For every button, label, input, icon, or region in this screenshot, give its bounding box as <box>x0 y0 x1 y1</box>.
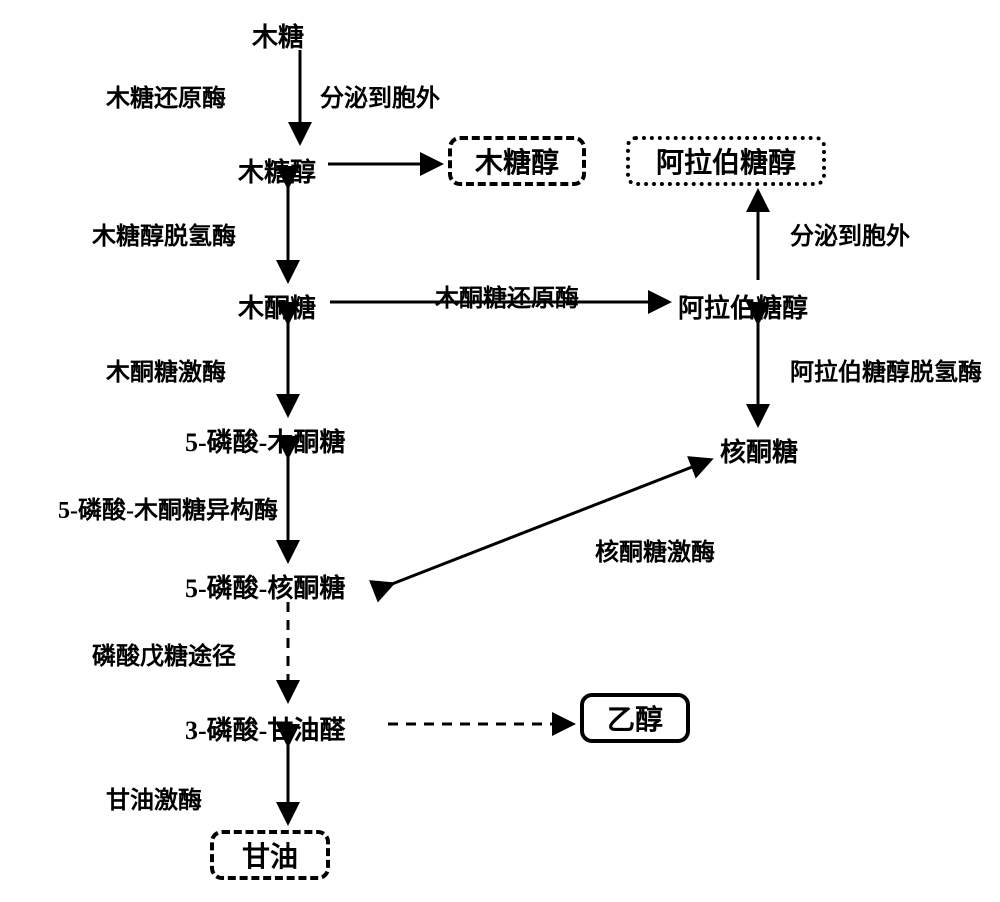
box-xylitol-ext: 木糖醇 <box>448 136 586 186</box>
node-arabitol: 阿拉伯糖醇 <box>678 288 808 325</box>
label-ppp: 磷酸戊糖途径 <box>92 636 236 671</box>
node-xylulose: 木酮糖 <box>238 288 316 325</box>
node-g3p: 3-磷酸-甘油醛 <box>185 710 345 747</box>
label-xk: 木酮糖激酶 <box>106 352 226 387</box>
label-rpi: 5-磷酸-木酮糖异构酶 <box>58 490 278 525</box>
box-arabitol-ext: 阿拉伯糖醇 <box>626 136 826 186</box>
box-ethanol: 乙醇 <box>580 693 690 743</box>
label-gk: 甘油激酶 <box>106 780 202 815</box>
label-xur: 木酮糖还原酶 <box>435 278 579 313</box>
label-xdh: 木糖醇脱氢酶 <box>92 216 236 251</box>
node-xylitol: 木糖醇 <box>238 152 316 189</box>
label-secrete1: 分泌到胞外 <box>320 78 440 113</box>
node-ribulose: 核酮糖 <box>720 432 798 469</box>
label-ardh: 阿拉伯糖醇脱氢酶 <box>790 352 982 387</box>
label-rk: 核酮糖激酶 <box>595 532 715 567</box>
label-xr: 木糖还原酶 <box>106 78 226 113</box>
node-xylulose5p: 5-磷酸-木酮糖 <box>185 422 345 459</box>
label-secrete2: 分泌到胞外 <box>790 216 910 251</box>
node-ribulose5p: 5-磷酸-核酮糖 <box>185 568 345 605</box>
node-xylose: 木糖 <box>252 17 304 54</box>
box-glycerol: 甘油 <box>210 830 330 880</box>
